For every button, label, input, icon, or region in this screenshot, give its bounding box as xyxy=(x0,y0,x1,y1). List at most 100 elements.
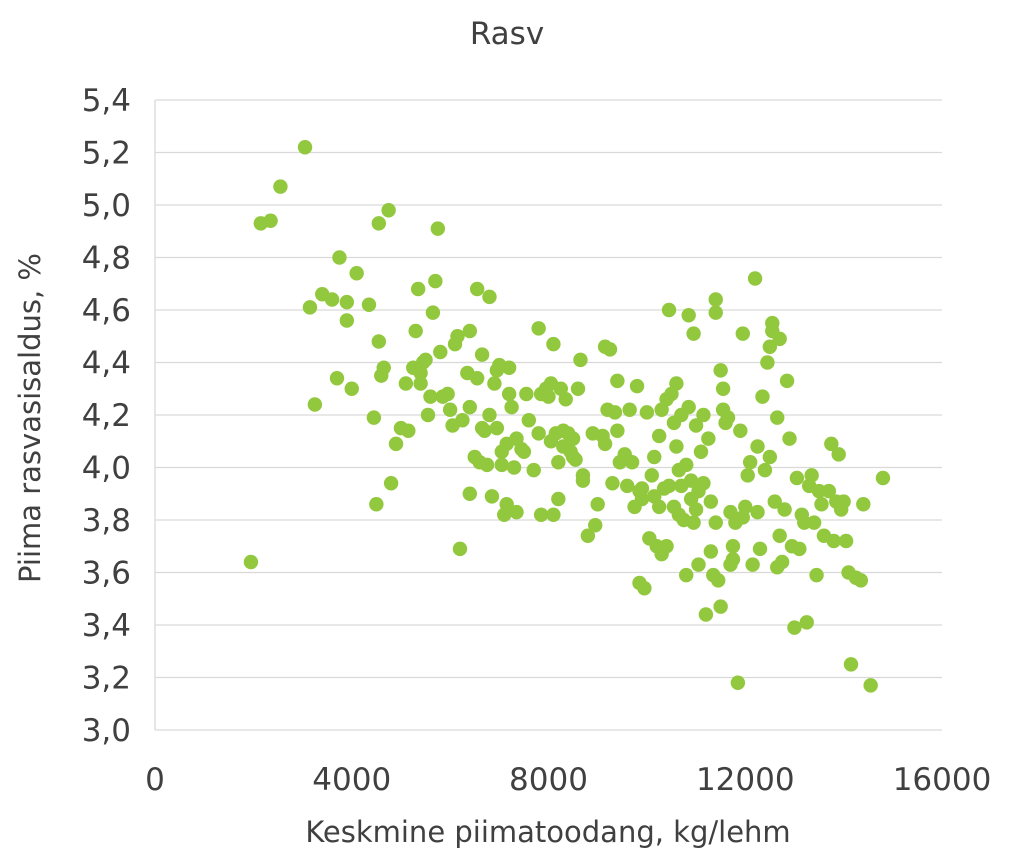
scatter-point xyxy=(752,541,768,557)
scatter-point xyxy=(792,541,807,557)
scatter-point xyxy=(398,376,414,391)
scatter-point xyxy=(381,203,396,218)
scatter-point xyxy=(546,336,561,352)
scatter-point xyxy=(701,431,716,446)
scatter-point xyxy=(698,607,714,622)
grid-lines xyxy=(155,99,942,679)
scatter-point xyxy=(838,533,854,549)
scatter-point xyxy=(688,502,704,517)
scatter-point xyxy=(541,389,556,404)
scatter-point xyxy=(703,544,719,559)
scatter-point xyxy=(762,449,778,465)
scatter-point xyxy=(696,407,711,423)
scatter-point xyxy=(782,431,797,446)
scatter-point xyxy=(482,407,497,423)
scatter-point xyxy=(371,216,387,231)
x-axis-title: Keskmine piimatoodang, kg/lehm xyxy=(305,815,790,849)
scatter-point xyxy=(772,331,787,347)
axes xyxy=(154,100,942,731)
scatter-point xyxy=(770,410,785,425)
scatter-point xyxy=(683,473,699,488)
scatter-point xyxy=(590,497,605,512)
scatter-point xyxy=(450,329,465,344)
scatter-point xyxy=(433,344,448,360)
scatter-point xyxy=(703,494,719,509)
scatter-point xyxy=(469,371,485,386)
scatter-point xyxy=(243,554,259,570)
scatter-point xyxy=(725,552,741,567)
scatter-point xyxy=(620,478,635,494)
scatter-point xyxy=(297,140,313,155)
scatter-point xyxy=(725,539,741,554)
scatter-point xyxy=(602,342,618,357)
scatter-point xyxy=(401,423,416,438)
y-tick-label: 4,2 xyxy=(82,398,131,434)
scatter-point xyxy=(420,407,436,423)
scatter-point xyxy=(686,326,701,341)
scatter-point xyxy=(720,410,736,425)
scatter-point xyxy=(777,502,792,517)
y-tick-label: 3,2 xyxy=(82,661,131,697)
scatter-point xyxy=(679,567,694,583)
scatter-point xyxy=(799,615,814,630)
y-tick-label: 4,6 xyxy=(82,293,131,329)
scatter-point xyxy=(691,557,706,572)
scatter-point xyxy=(418,352,433,368)
scatter-point xyxy=(639,405,655,420)
y-axis-title: Piima rasvasisaldus, % xyxy=(13,253,47,583)
scatter-point xyxy=(361,297,377,312)
scatter-point xyxy=(344,381,359,396)
y-tick-label: 5,4 xyxy=(82,83,131,119)
scatter-point xyxy=(531,321,546,336)
scatter-point xyxy=(551,491,566,507)
scatter-point xyxy=(462,323,477,339)
scatter-point xyxy=(733,423,748,438)
scatter-point xyxy=(730,675,746,690)
scatter-point xyxy=(349,266,364,281)
scatter-point xyxy=(597,436,613,452)
scatter-point xyxy=(750,504,765,520)
y-tick-label: 3,8 xyxy=(82,503,131,539)
y-tick-label: 5,0 xyxy=(82,188,131,224)
scatter-point xyxy=(575,468,591,483)
scatter-point xyxy=(708,515,723,530)
scatter-point xyxy=(740,468,755,483)
data-points xyxy=(243,140,891,693)
scatter-point xyxy=(710,573,726,588)
scatter-point xyxy=(688,418,704,433)
scatter-point xyxy=(634,491,650,507)
scatter-point xyxy=(607,405,623,420)
scatter-point xyxy=(772,528,787,543)
scatter-point xyxy=(647,449,662,465)
scatter-point xyxy=(779,373,795,389)
scatter-point xyxy=(568,452,583,467)
scatter-point xyxy=(307,397,323,412)
scatter-point xyxy=(455,413,470,428)
scatter-point xyxy=(814,497,829,512)
scatter-point xyxy=(339,294,355,310)
scatter-point xyxy=(588,518,603,533)
scatter-point xyxy=(516,444,532,459)
scatter-point xyxy=(273,179,288,194)
scatter-point xyxy=(479,457,495,473)
scatter-point xyxy=(531,426,546,441)
scatter-point xyxy=(797,515,812,530)
chart-title: Rasv xyxy=(470,16,544,52)
scatter-point xyxy=(610,423,625,438)
scatter-point xyxy=(681,399,696,415)
scatter-point xyxy=(504,399,519,415)
x-tick-label: 8000 xyxy=(509,762,588,798)
scatter-point xyxy=(408,323,423,339)
x-tick-label: 16000 xyxy=(893,762,992,798)
scatter-point xyxy=(843,657,859,672)
scatter-point xyxy=(715,381,731,396)
scatter-point xyxy=(369,497,384,512)
scatter-point xyxy=(831,447,846,462)
scatter-point xyxy=(644,468,659,483)
scatter-point xyxy=(693,444,709,459)
scatter-point xyxy=(809,567,824,583)
scatter-point xyxy=(484,489,500,504)
scatter-point xyxy=(836,494,851,509)
y-tick-label: 3,6 xyxy=(82,556,131,592)
scatter-point xyxy=(263,213,278,228)
